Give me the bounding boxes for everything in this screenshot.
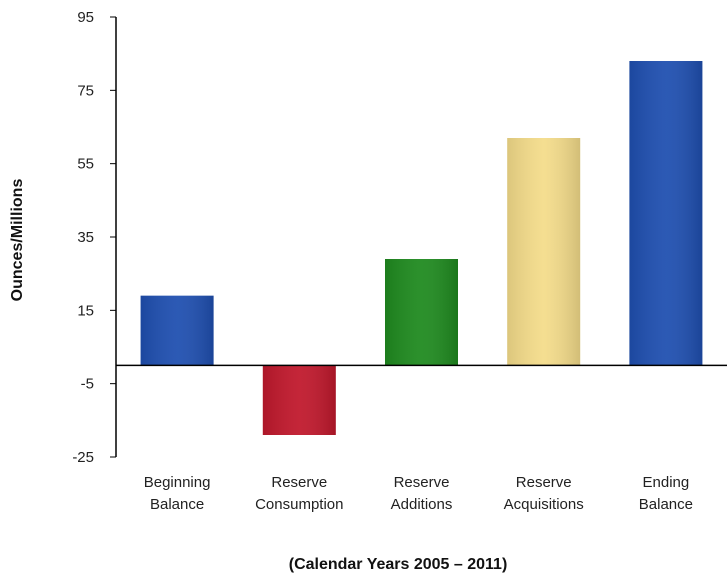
- category-label: Balance: [639, 496, 693, 513]
- x-axis-title: (Calendar Years 2005 – 2011): [289, 556, 508, 573]
- category-label: Reserve: [516, 474, 572, 491]
- category-label: Balance: [150, 496, 204, 513]
- y-tick-label: 75: [77, 82, 94, 99]
- bar-shading: [262, 365, 336, 435]
- category-label: Reserve: [271, 474, 327, 491]
- y-tick-label: 15: [77, 302, 94, 319]
- bar-shading: [385, 259, 458, 366]
- bar-shading: [507, 138, 581, 366]
- bar-shading: [140, 295, 214, 366]
- category-label: Ending: [643, 474, 690, 491]
- bar-shading: [629, 61, 703, 366]
- bars: [140, 61, 703, 435]
- y-axis-title: Ounces/Millions: [9, 179, 26, 302]
- category-label: Additions: [391, 496, 453, 513]
- y-tick-label: 95: [77, 9, 94, 26]
- category-label: Consumption: [255, 496, 343, 513]
- y-tick-label: -25: [72, 449, 94, 466]
- x-axis: Beginning Balance Reserve Consumption Reserv…: [116, 364, 727, 513]
- category-label: Beginning: [144, 474, 211, 491]
- category-label: Reserve: [394, 474, 450, 491]
- y-tick-label: 55: [77, 156, 94, 173]
- y-tick-label: 35: [77, 229, 94, 246]
- y-axis: 95 75 55 35 15 -5 -25: [72, 9, 117, 466]
- category-label: Acquisitions: [504, 496, 584, 513]
- y-tick-label: -5: [81, 376, 94, 393]
